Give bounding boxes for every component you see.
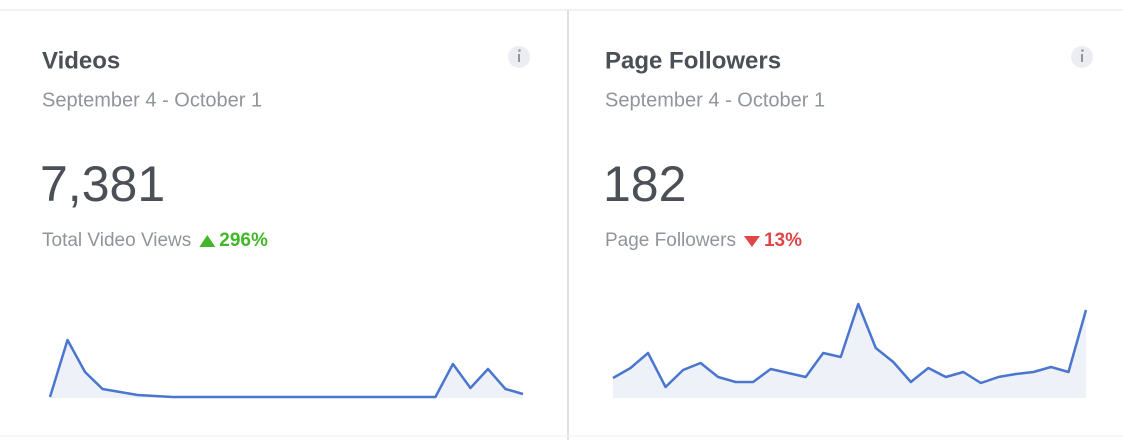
info-dot — [518, 49, 521, 52]
card-title: Page Followers — [605, 47, 781, 74]
sparkline-line — [48, 338, 524, 399]
sparkline-area — [613, 304, 1086, 398]
metric-value: 182 — [603, 156, 686, 212]
sparkline-area — [50, 340, 523, 398]
metric-label: Page Followers — [605, 230, 736, 251]
metric-value: 7,381 — [40, 156, 165, 212]
card-title: Videos — [42, 47, 120, 74]
info-glyph — [1081, 54, 1083, 62]
change-percent: 13% — [764, 230, 802, 251]
metric-label: Total Video Views — [42, 230, 191, 251]
date-range: September 4 - October 1 — [605, 89, 825, 111]
info-dot — [1081, 49, 1084, 52]
sparkline-line — [612, 302, 1088, 389]
date-range: September 4 - October 1 — [42, 89, 262, 111]
info-glyph — [518, 54, 520, 62]
change-arrow — [199, 235, 216, 247]
change-percent: 296% — [219, 230, 268, 251]
change-arrow — [743, 236, 760, 247]
